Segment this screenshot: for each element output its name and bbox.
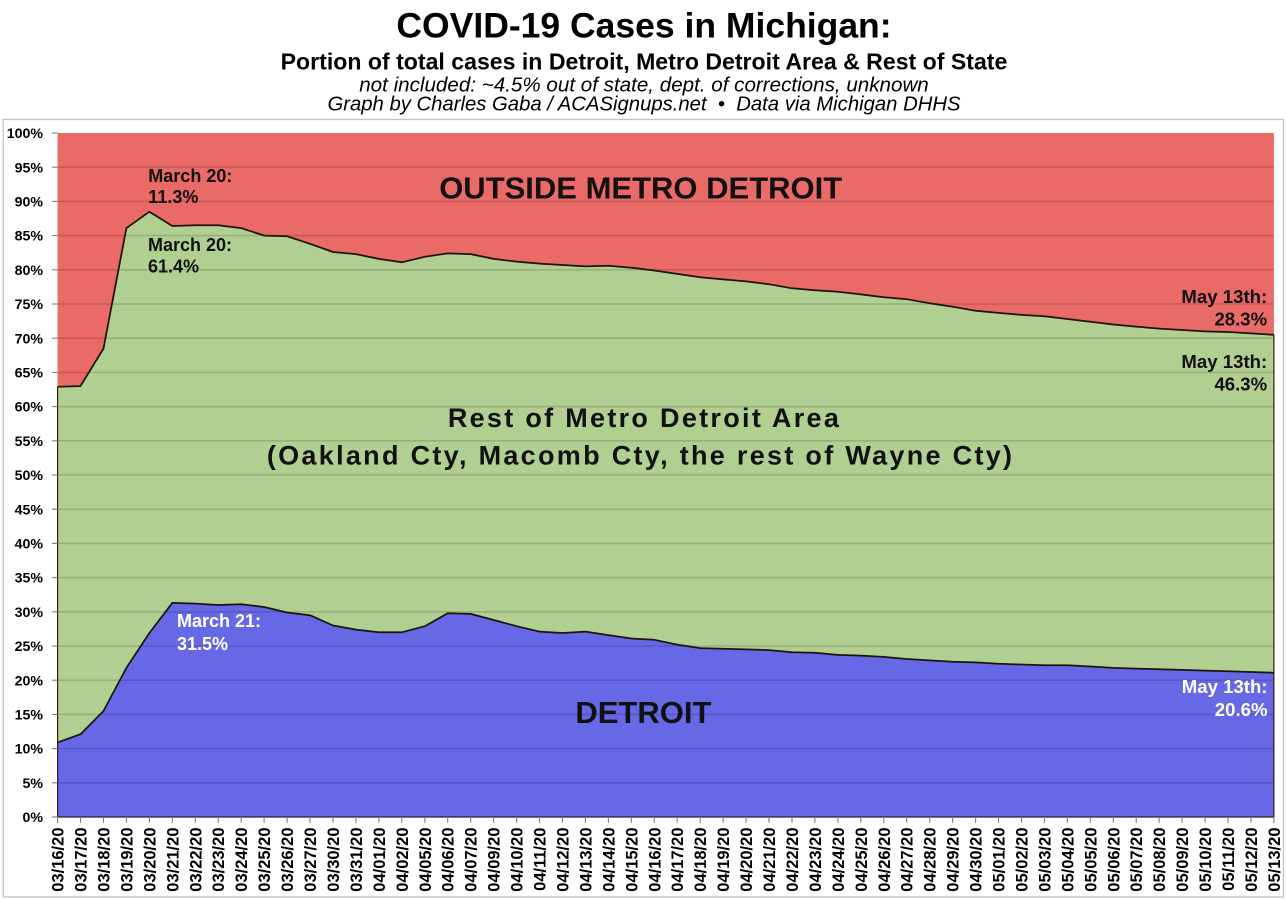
svg-text:05/12/20: 05/12/20 bbox=[1243, 828, 1261, 892]
svg-text:05/13/20: 05/13/20 bbox=[1266, 828, 1284, 892]
svg-text:05/05/20: 05/05/20 bbox=[1082, 828, 1100, 892]
svg-text:04/12/20: 04/12/20 bbox=[555, 828, 573, 892]
svg-text:04/16/20: 04/16/20 bbox=[646, 828, 664, 892]
svg-text:25%: 25% bbox=[15, 639, 44, 655]
svg-text:DETROIT: DETROIT bbox=[575, 695, 711, 730]
svg-text:04/30/20: 04/30/20 bbox=[968, 828, 986, 892]
svg-text:03/30/20: 03/30/20 bbox=[325, 828, 343, 892]
svg-text:65%: 65% bbox=[15, 366, 44, 382]
svg-text:05/03/20: 05/03/20 bbox=[1036, 828, 1054, 892]
svg-text:04/29/20: 04/29/20 bbox=[945, 828, 963, 892]
svg-text:COVID-19 Cases in Michigan:: COVID-19 Cases in Michigan: bbox=[396, 6, 891, 46]
svg-text:03/20/20: 03/20/20 bbox=[141, 828, 159, 892]
svg-text:0%: 0% bbox=[22, 810, 43, 826]
svg-text:05/10/20: 05/10/20 bbox=[1197, 828, 1215, 892]
svg-text:04/09/20: 04/09/20 bbox=[486, 828, 504, 892]
svg-text:May 13th:: May 13th: bbox=[1181, 351, 1267, 372]
svg-text:10%: 10% bbox=[15, 742, 44, 758]
svg-text:03/22/20: 03/22/20 bbox=[187, 828, 205, 892]
svg-text:04/17/20: 04/17/20 bbox=[669, 828, 687, 892]
svg-text:04/27/20: 04/27/20 bbox=[899, 828, 917, 892]
svg-text:04/25/20: 04/25/20 bbox=[853, 828, 871, 892]
svg-text:28.3%: 28.3% bbox=[1214, 309, 1267, 330]
svg-text:04/18/20: 04/18/20 bbox=[692, 828, 710, 892]
svg-text:40%: 40% bbox=[15, 537, 44, 553]
svg-text:04/21/20: 04/21/20 bbox=[761, 828, 779, 892]
svg-text:04/26/20: 04/26/20 bbox=[876, 828, 894, 892]
svg-text:04/14/20: 04/14/20 bbox=[600, 828, 618, 892]
svg-text:03/16/20: 03/16/20 bbox=[50, 828, 68, 892]
svg-text:30%: 30% bbox=[15, 605, 44, 621]
svg-text:100%: 100% bbox=[7, 126, 44, 142]
svg-text:70%: 70% bbox=[15, 331, 44, 347]
svg-text:95%: 95% bbox=[15, 160, 44, 176]
svg-text:35%: 35% bbox=[15, 571, 44, 587]
svg-text:15%: 15% bbox=[15, 708, 44, 724]
svg-text:March 20:: March 20: bbox=[148, 166, 232, 186]
svg-text:04/28/20: 04/28/20 bbox=[922, 828, 940, 892]
svg-text:OUTSIDE METRO DETROIT: OUTSIDE METRO DETROIT bbox=[439, 171, 842, 206]
svg-text:03/27/20: 03/27/20 bbox=[302, 828, 320, 892]
svg-text:04/05/20: 04/05/20 bbox=[417, 828, 435, 892]
svg-text:31.5%: 31.5% bbox=[177, 634, 228, 654]
svg-text:04/06/20: 04/06/20 bbox=[440, 828, 458, 892]
svg-text:05/06/20: 05/06/20 bbox=[1105, 828, 1123, 892]
svg-text:Rest of Metro Detroit Area: Rest of Metro Detroit Area bbox=[448, 403, 841, 433]
svg-text:20%: 20% bbox=[15, 673, 44, 689]
svg-text:61.4%: 61.4% bbox=[148, 257, 199, 277]
svg-text:60%: 60% bbox=[15, 400, 44, 416]
svg-text:55%: 55% bbox=[15, 434, 44, 450]
svg-text:05/02/20: 05/02/20 bbox=[1014, 828, 1032, 892]
svg-text:45%: 45% bbox=[15, 502, 44, 518]
svg-text:20.6%: 20.6% bbox=[1215, 699, 1268, 720]
svg-text:04/20/20: 04/20/20 bbox=[738, 828, 756, 892]
svg-text:5%: 5% bbox=[22, 776, 43, 792]
svg-text:80%: 80% bbox=[15, 263, 44, 279]
svg-text:03/26/20: 03/26/20 bbox=[279, 828, 297, 892]
svg-text:03/23/20: 03/23/20 bbox=[210, 828, 228, 892]
svg-text:04/01/20: 04/01/20 bbox=[371, 828, 389, 892]
svg-text:04/11/20: 04/11/20 bbox=[532, 828, 550, 891]
svg-text:Graph by Charles Gaba / ACASig: Graph by Charles Gaba / ACASignups.net •… bbox=[327, 94, 961, 116]
svg-text:not included: ~4.5% out of sta: not included: ~4.5% out of state, dept. … bbox=[359, 74, 929, 97]
svg-text:90%: 90% bbox=[15, 195, 44, 211]
svg-text:05/09/20: 05/09/20 bbox=[1174, 828, 1192, 892]
svg-text:03/19/20: 03/19/20 bbox=[118, 828, 136, 892]
svg-text:04/07/20: 04/07/20 bbox=[463, 828, 481, 892]
svg-text:04/02/20: 04/02/20 bbox=[394, 828, 412, 892]
svg-text:05/08/20: 05/08/20 bbox=[1151, 828, 1169, 892]
svg-text:05/04/20: 05/04/20 bbox=[1059, 828, 1077, 892]
svg-text:05/11/20: 05/11/20 bbox=[1220, 828, 1238, 891]
svg-text:04/10/20: 04/10/20 bbox=[509, 828, 527, 892]
svg-text:03/18/20: 03/18/20 bbox=[96, 828, 114, 892]
svg-text:03/17/20: 03/17/20 bbox=[73, 828, 91, 892]
svg-text:May 13th:: May 13th: bbox=[1181, 286, 1267, 307]
svg-text:46.3%: 46.3% bbox=[1214, 374, 1267, 395]
svg-text:03/21/20: 03/21/20 bbox=[164, 828, 182, 892]
svg-text:85%: 85% bbox=[15, 229, 44, 245]
svg-text:(Oakland Cty, Macomb Cty, the: (Oakland Cty, Macomb Cty, the rest of Wa… bbox=[267, 441, 1015, 471]
svg-text:05/01/20: 05/01/20 bbox=[991, 828, 1009, 892]
svg-text:04/15/20: 04/15/20 bbox=[623, 828, 641, 892]
svg-text:May 13th:: May 13th: bbox=[1182, 676, 1268, 697]
svg-text:75%: 75% bbox=[15, 297, 44, 313]
svg-text:03/25/20: 03/25/20 bbox=[256, 828, 274, 892]
svg-text:04/24/20: 04/24/20 bbox=[830, 828, 848, 892]
svg-text:04/22/20: 04/22/20 bbox=[784, 828, 802, 892]
svg-text:05/07/20: 05/07/20 bbox=[1128, 828, 1146, 892]
svg-text:11.3%: 11.3% bbox=[148, 187, 198, 207]
svg-text:Portion of total cases in Detr: Portion of total cases in Detroit, Metro… bbox=[281, 49, 1008, 75]
svg-text:04/19/20: 04/19/20 bbox=[715, 828, 733, 892]
svg-text:04/23/20: 04/23/20 bbox=[807, 828, 825, 892]
svg-text:03/24/20: 03/24/20 bbox=[233, 828, 251, 892]
svg-text:50%: 50% bbox=[15, 468, 44, 484]
svg-text:March 20:: March 20: bbox=[148, 235, 232, 255]
svg-text:March 21:: March 21: bbox=[177, 611, 261, 631]
svg-text:04/13/20: 04/13/20 bbox=[577, 828, 595, 892]
svg-text:03/31/20: 03/31/20 bbox=[348, 828, 366, 892]
